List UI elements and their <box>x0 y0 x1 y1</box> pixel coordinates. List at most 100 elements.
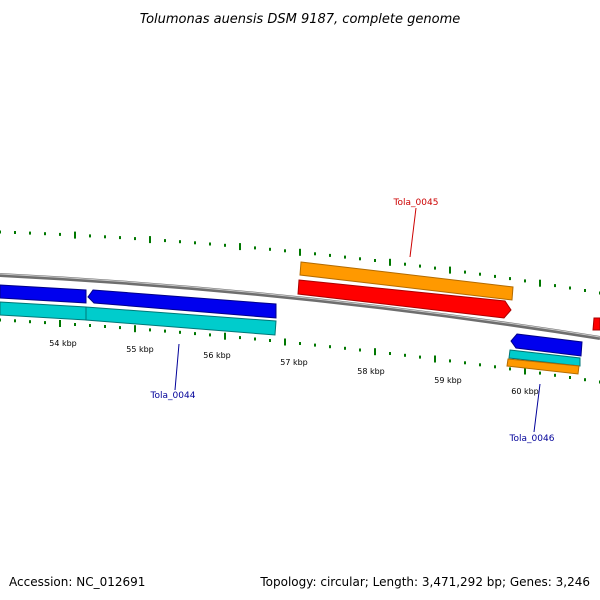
outer-gc-mark <box>374 259 376 262</box>
outer-gc-mark <box>449 266 451 274</box>
cds-next-forward[interactable] <box>592 317 600 331</box>
inner-gc-mark <box>299 342 301 345</box>
inner-gc-mark <box>509 367 511 371</box>
outer-gc-mark <box>119 236 121 240</box>
map-title: Tolumonas auensis DSM 9187, complete gen… <box>140 12 461 27</box>
inner-gc-mark <box>374 348 376 356</box>
outer-gc-mark <box>329 253 331 257</box>
outer-gc-mark <box>314 252 316 256</box>
gene-tola-0046-reverse-gene[interactable] <box>508 349 581 367</box>
outer-gc-mark <box>14 231 16 234</box>
outer-gc-mark <box>89 234 91 238</box>
tick-label-54kbp: 54 kbp <box>49 339 77 348</box>
inner-gc-mark <box>149 328 151 332</box>
gc-content-marks <box>0 230 600 384</box>
tola-0044-leader-line <box>174 343 180 391</box>
outer-gc-mark <box>389 258 391 266</box>
outer-gc-mark <box>44 232 46 236</box>
inner-gc-mark <box>134 325 136 333</box>
cds-tola-0043-reverse[interactable] <box>0 284 87 304</box>
outer-gc-mark <box>59 232 61 236</box>
inner-gc-mark <box>74 323 76 326</box>
inner-gc-mark <box>179 330 181 334</box>
gene-label-tola-0046[interactable]: Tola_0046 <box>509 434 555 444</box>
cds-tola-0045-forward[interactable] <box>297 279 512 319</box>
inner-gc-mark <box>479 363 481 367</box>
inner-gc-mark <box>464 361 466 365</box>
outer-gc-mark <box>179 240 181 244</box>
inner-gc-mark <box>314 343 316 347</box>
gene-label-tola-0044[interactable]: Tola_0044 <box>150 391 196 401</box>
inner-gc-mark <box>449 359 451 363</box>
inner-gc-mark <box>524 367 526 375</box>
inner-gc-mark <box>344 346 346 350</box>
outer-gc-mark <box>404 262 406 266</box>
outer-gc-mark <box>359 257 361 261</box>
outer-gc-mark <box>194 241 196 245</box>
inner-gc-mark <box>434 355 436 363</box>
genome-backbone <box>0 273 600 340</box>
gene-tola-0045-forward-gene[interactable] <box>299 261 514 301</box>
tick-label-60kbp: 60 kbp <box>511 387 539 396</box>
outer-gc-mark <box>104 235 106 239</box>
cds-tola-0044-reverse[interactable] <box>87 289 277 319</box>
tick-label-56kbp: 56 kbp <box>203 351 231 360</box>
inner-gc-mark <box>569 376 571 379</box>
inner-gc-mark <box>89 324 91 327</box>
outer-gc-mark <box>0 230 1 234</box>
outer-gc-mark <box>299 248 301 256</box>
inner-gc-mark <box>239 336 241 340</box>
inner-gc-mark <box>269 339 271 342</box>
inner-gc-mark <box>254 337 256 341</box>
outer-gc-mark <box>419 264 421 268</box>
outer-gc-mark <box>134 237 136 241</box>
inner-gc-mark <box>104 325 106 328</box>
cds-tola-0046-reverse[interactable] <box>510 333 583 357</box>
inner-gc-mark <box>164 329 166 333</box>
genome-backbone-highlight <box>0 273 600 338</box>
inner-gc-mark <box>494 365 496 369</box>
outer-gc-mark <box>74 231 76 239</box>
inner-gc-mark <box>404 353 406 357</box>
gene-tola-0043-reverse-gene[interactable] <box>0 301 87 321</box>
inner-gc-mark <box>554 373 556 377</box>
outer-gc-mark <box>539 279 541 287</box>
outer-gc-mark <box>344 255 346 259</box>
inner-gc-mark <box>14 319 16 323</box>
tick-label-55kbp: 55 kbp <box>126 345 154 354</box>
inner-gc-mark <box>419 355 421 359</box>
tick-label-57kbp: 57 kbp <box>280 358 308 367</box>
inner-gc-mark <box>329 345 331 349</box>
tick-label-59kbp: 59 kbp <box>434 376 462 385</box>
tola-0046-leader-line <box>533 383 541 433</box>
outer-gc-mark <box>434 266 436 270</box>
outer-gc-mark <box>254 246 256 250</box>
outer-gc-mark <box>479 272 481 276</box>
tick-label-58kbp: 58 kbp <box>357 367 385 376</box>
outer-gc-mark <box>524 279 526 283</box>
genome-summary-text: Topology: circular; Length: 3,471,292 bp… <box>259 575 590 589</box>
outer-gc-mark <box>569 286 571 290</box>
inner-gc-mark <box>284 338 286 346</box>
gene-label-tola-0045[interactable]: Tola_0045 <box>393 198 439 208</box>
inner-gc-mark <box>584 378 586 382</box>
outer-gc-mark <box>509 277 511 281</box>
inner-gc-mark <box>359 348 361 352</box>
outer-gc-mark <box>284 249 286 253</box>
gene-tola-0044-reverse-gene[interactable] <box>85 306 277 336</box>
inner-gc-mark <box>59 320 61 327</box>
outer-gc-mark <box>209 242 211 246</box>
outer-gc-mark <box>554 284 556 288</box>
inner-gc-mark <box>224 332 226 340</box>
gene-tola-0046-forward-gene[interactable] <box>506 358 580 375</box>
outer-gc-mark <box>239 243 241 251</box>
inner-gc-mark <box>539 371 541 375</box>
inner-gc-mark <box>29 320 31 324</box>
inner-gc-mark <box>0 318 1 322</box>
outer-gc-mark <box>149 236 151 244</box>
tola-0045-leader-line <box>409 207 417 258</box>
outer-gc-mark <box>29 231 31 235</box>
outer-gc-mark <box>269 247 271 251</box>
inner-gc-mark <box>194 332 196 336</box>
